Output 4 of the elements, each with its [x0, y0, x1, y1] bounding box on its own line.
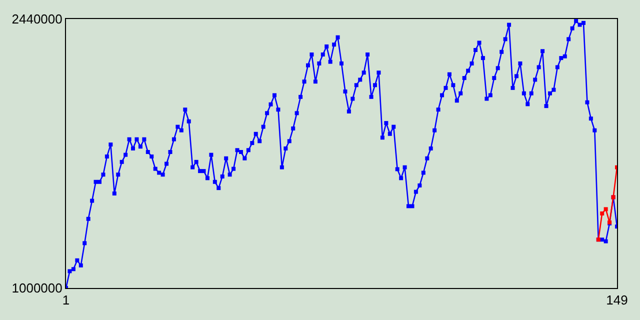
y-tick-label: 2440000 [12, 12, 62, 27]
y-tick-label: 1000000 [12, 280, 62, 296]
x-tick-label: 149 [606, 292, 628, 308]
x-tick-label: 1 [62, 292, 70, 308]
